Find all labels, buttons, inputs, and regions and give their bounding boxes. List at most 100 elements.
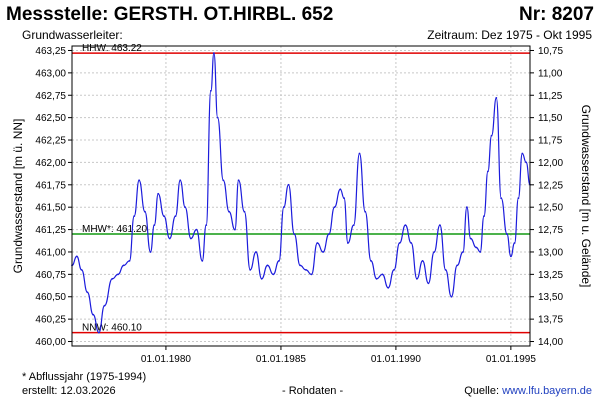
y-tick-label: 460,00: [35, 337, 66, 348]
data-point: [260, 277, 263, 280]
y-tick-label: 460,75: [35, 270, 66, 281]
x-tick-label: 01.01.1980: [141, 354, 191, 365]
data-point: [213, 52, 215, 55]
created-date: erstellt: 12.03.2026: [22, 385, 116, 397]
data-point: [133, 215, 136, 218]
data-point: [404, 224, 407, 227]
data-point: [347, 242, 349, 244]
reference-line-label: MHW*: 461.20: [82, 224, 147, 235]
data-point: [421, 260, 424, 262]
data-point: [433, 251, 436, 253]
station-number: Nr: 8207: [519, 4, 594, 25]
data-point: [410, 242, 413, 244]
data-point: [310, 273, 313, 276]
data-point: [513, 242, 516, 244]
y-tick-label: 462,50: [35, 113, 66, 124]
data-point: [450, 295, 453, 298]
data-point: [466, 206, 468, 209]
data-point: [375, 277, 378, 280]
data-point: [157, 192, 160, 195]
data-point: [201, 260, 204, 262]
y-tick-label: 462,75: [35, 91, 66, 102]
y2-tick-label: 10,75: [538, 46, 563, 57]
data-point: [500, 197, 503, 200]
y2-tick-label: 12,75: [538, 225, 563, 236]
plot-frame: [71, 45, 531, 347]
data-point: [322, 251, 324, 253]
data-point: [122, 264, 125, 267]
data-point: [299, 264, 301, 267]
data-point: [358, 152, 361, 155]
y2-tick-label: 11,50: [538, 113, 563, 124]
data-point: [195, 228, 198, 231]
time-range: Zeitraum: Dez 1975 - Okt 1995: [427, 28, 592, 42]
source-prefix: Quelle:: [464, 385, 503, 397]
page-title: Messstelle: GERSTH. OT.HIRBL. 652: [6, 4, 334, 25]
data-point: [179, 179, 182, 182]
data-point: [234, 228, 236, 231]
data-point: [103, 304, 106, 307]
y-tick-label: 463,25: [35, 46, 66, 57]
y2-tick-label: 13,50: [538, 292, 563, 303]
y-tick-label: 461,00: [35, 247, 66, 258]
data-point: [216, 116, 219, 119]
data-point: [86, 291, 89, 294]
data-point: [153, 224, 156, 227]
y-axis-left: 460,00 460,25 460,50 460,75 461,00 461,25 461,…: [35, 46, 72, 348]
data-point: [272, 273, 275, 276]
y-tick-label: 460,50: [35, 292, 66, 303]
y2-tick-label: 14,00: [538, 337, 563, 348]
data-point: [163, 215, 165, 218]
data-point: [370, 260, 372, 262]
grid: [72, 46, 530, 346]
y-tick-label: 461,25: [35, 225, 66, 236]
data-point: [190, 237, 192, 240]
x-tick-label: 01.01.1990: [371, 354, 421, 365]
data-point: [222, 179, 225, 182]
data-point: [249, 269, 252, 271]
data-point: [237, 179, 240, 182]
y-tick-label: 461,50: [35, 203, 66, 214]
data-point: [210, 89, 212, 92]
data-point: [525, 161, 528, 164]
y-tick-label: 462,25: [35, 136, 66, 147]
y2-tick-label: 11,00: [538, 68, 563, 79]
data-point: [98, 331, 100, 334]
data-point: [456, 264, 459, 267]
source-link[interactable]: www.lfu.bayern.de: [502, 385, 592, 397]
x-tick-label: 01.01.1985: [256, 354, 306, 365]
y2-axis-title: Grundwasserstand [m u. Gelände]: [579, 105, 593, 288]
data-point: [174, 215, 177, 218]
data-point: [439, 224, 441, 227]
data-point: [364, 210, 367, 213]
data-point: [92, 313, 95, 316]
data-point: [475, 246, 478, 249]
y2-tick-label: 11,75: [538, 136, 563, 147]
data-point: [243, 210, 246, 213]
data-point: [427, 282, 430, 285]
reference-line-label: HHW: 463.22: [82, 43, 142, 54]
raw-data-note: - Rohdaten -: [282, 385, 344, 397]
data-point: [128, 260, 131, 262]
data-point: [517, 197, 520, 200]
data-point: [293, 233, 296, 236]
data-point: [444, 269, 447, 271]
data-point: [138, 179, 141, 182]
data-point: [393, 269, 395, 271]
data-point: [278, 260, 280, 262]
data-point: [521, 152, 524, 155]
data-point: [398, 242, 401, 244]
data-point: [75, 255, 78, 258]
y-tick-label: 461,75: [35, 180, 66, 191]
data-point: [416, 277, 418, 280]
data-point: [487, 170, 489, 173]
data-point: [287, 183, 290, 186]
data-point: [479, 251, 482, 253]
reference-line-label: NNW: 460.10: [82, 323, 142, 334]
series-layer: [71, 52, 531, 334]
data-point: [305, 269, 307, 271]
y2-tick-label: 13,00: [538, 247, 563, 258]
data-point: [381, 273, 384, 276]
y-tick-label: 462,00: [35, 158, 66, 169]
